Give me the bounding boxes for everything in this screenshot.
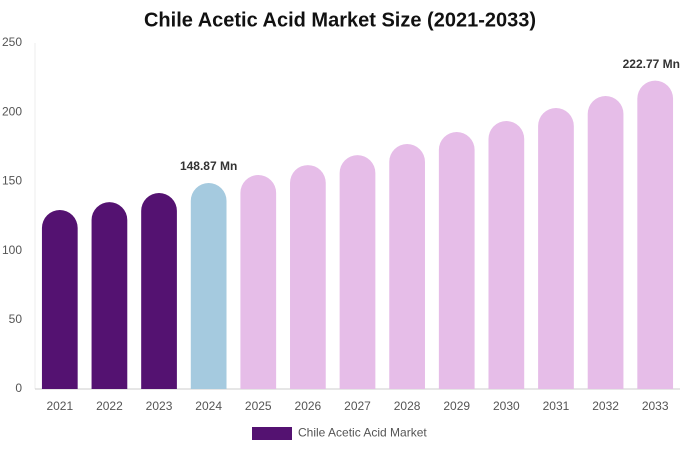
y-tick-label: 50 <box>9 312 23 326</box>
bar <box>637 80 674 390</box>
x-tick-label: 2025 <box>245 399 272 413</box>
x-tick-label: 2021 <box>46 399 73 413</box>
data-label: 222.77 Mn <box>623 57 680 71</box>
x-tick-label: 2033 <box>642 399 669 413</box>
chart-title: Chile Acetic Acid Market Size (2021-2033… <box>144 9 536 31</box>
bar <box>488 121 525 389</box>
bar <box>91 202 128 389</box>
x-tick-label: 2028 <box>394 399 421 413</box>
x-tick-label: 2024 <box>195 399 222 413</box>
x-tick-label: 2030 <box>493 399 520 413</box>
legend-swatch <box>252 427 292 440</box>
x-tick-label: 2023 <box>146 399 173 413</box>
y-tick-label: 0 <box>15 381 22 395</box>
bar <box>587 96 624 389</box>
bar <box>438 131 475 389</box>
legend-label: Chile Acetic Acid Market <box>298 426 427 440</box>
bar <box>538 108 574 389</box>
y-tick-label: 250 <box>2 35 22 49</box>
bar <box>290 165 326 389</box>
bar <box>41 210 78 389</box>
y-tick-label: 150 <box>2 174 22 188</box>
bar <box>339 155 376 389</box>
bar <box>190 182 227 389</box>
bar <box>240 175 277 389</box>
x-tick-label: 2026 <box>295 399 322 413</box>
x-tick-label: 2027 <box>344 399 371 413</box>
bar <box>141 193 177 389</box>
data-label: 148.87 Mn <box>180 159 237 173</box>
x-tick-label: 2022 <box>96 399 123 413</box>
bar <box>389 144 425 389</box>
x-tick-label: 2031 <box>543 399 570 413</box>
y-tick-label: 100 <box>2 243 22 257</box>
x-tick-label: 2032 <box>592 399 619 413</box>
y-tick-label: 200 <box>2 104 22 118</box>
x-tick-label: 2029 <box>443 399 470 413</box>
